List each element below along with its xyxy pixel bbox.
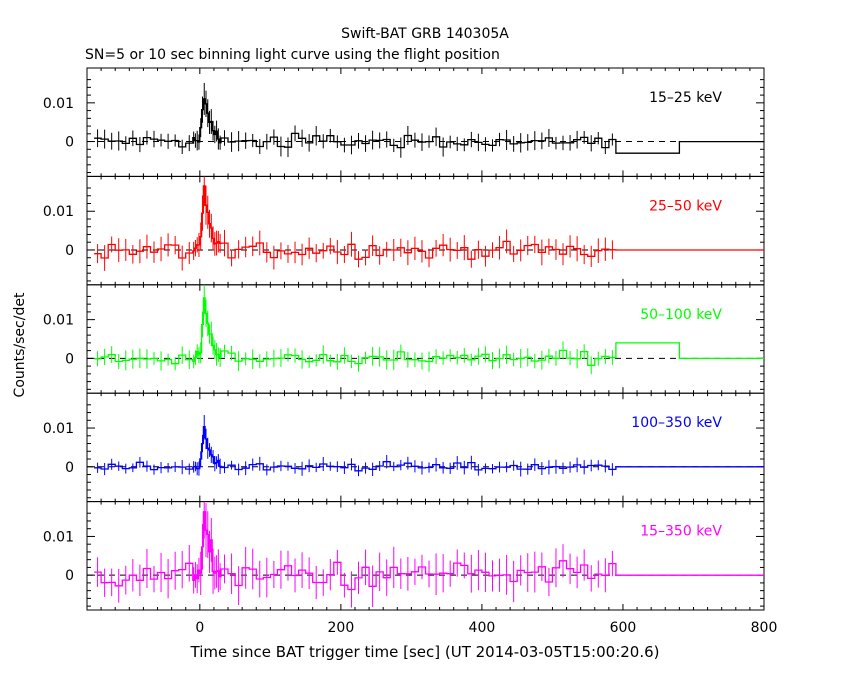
- panel-1: 0 0.01 15–25 keV: [43, 67, 765, 177]
- y-tick-label: 0.01: [43, 313, 74, 329]
- panel-4: 0 0.01 100–350 keV: [43, 392, 765, 503]
- panel-5: 0 0.01 15–350 keV: [43, 501, 765, 611]
- y-tick-label: 0: [65, 243, 74, 259]
- y-tick-label: 0: [65, 568, 74, 584]
- x-tick-label: 0: [195, 620, 204, 636]
- panel-band-label: 100–350 keV: [631, 415, 722, 431]
- x-axis-label: Time since BAT trigger time [sec] (UT 20…: [190, 643, 660, 661]
- lightcurve-series: [94, 297, 764, 366]
- panel-2: 0 0.01 25–50 keV: [43, 175, 765, 286]
- lightcurve-series: [94, 511, 764, 591]
- panel-band-label: 50–100 keV: [640, 307, 722, 323]
- figure-title: Swift-BAT GRB 140305A: [341, 26, 509, 42]
- lightcurve-series: [94, 185, 764, 260]
- y-tick-label: 0.01: [43, 421, 74, 437]
- y-tick-label: 0: [65, 460, 74, 476]
- panel-band-label: 15–350 keV: [640, 524, 722, 540]
- panel-3: 0 0.01 50–100 keV: [43, 284, 765, 394]
- x-tick-label: 600: [610, 620, 637, 636]
- x-tick-label: 800: [751, 620, 778, 636]
- x-tick-label: 200: [328, 620, 355, 636]
- figure-subtitle: SN=5 or 10 sec binning light curve using…: [85, 47, 500, 63]
- lightcurve-series: [94, 425, 764, 472]
- y-tick-label: 0.01: [43, 96, 74, 112]
- y-axis-label: Counts/sec/det: [12, 292, 28, 397]
- x-tick-label: 400: [469, 620, 496, 636]
- y-tick-label: 0.01: [43, 529, 74, 545]
- panel-frame: [86, 175, 765, 286]
- y-tick-label: 0: [65, 351, 74, 367]
- panel-frame: [86, 284, 765, 394]
- panel-frame: [86, 501, 765, 611]
- panel-frame: [86, 392, 765, 503]
- panel-band-label: 15–25 keV: [649, 90, 722, 106]
- panels-group: 0 0.01 15–25 keV 0 0.01 25–50 keV 0 0.01 50–100 …: [43, 67, 778, 636]
- panel-frame: [86, 67, 765, 177]
- y-tick-label: 0: [65, 135, 74, 151]
- lightcurve-series: [94, 98, 764, 154]
- panel-band-label: 25–50 keV: [649, 198, 722, 214]
- y-tick-label: 0.01: [43, 204, 74, 220]
